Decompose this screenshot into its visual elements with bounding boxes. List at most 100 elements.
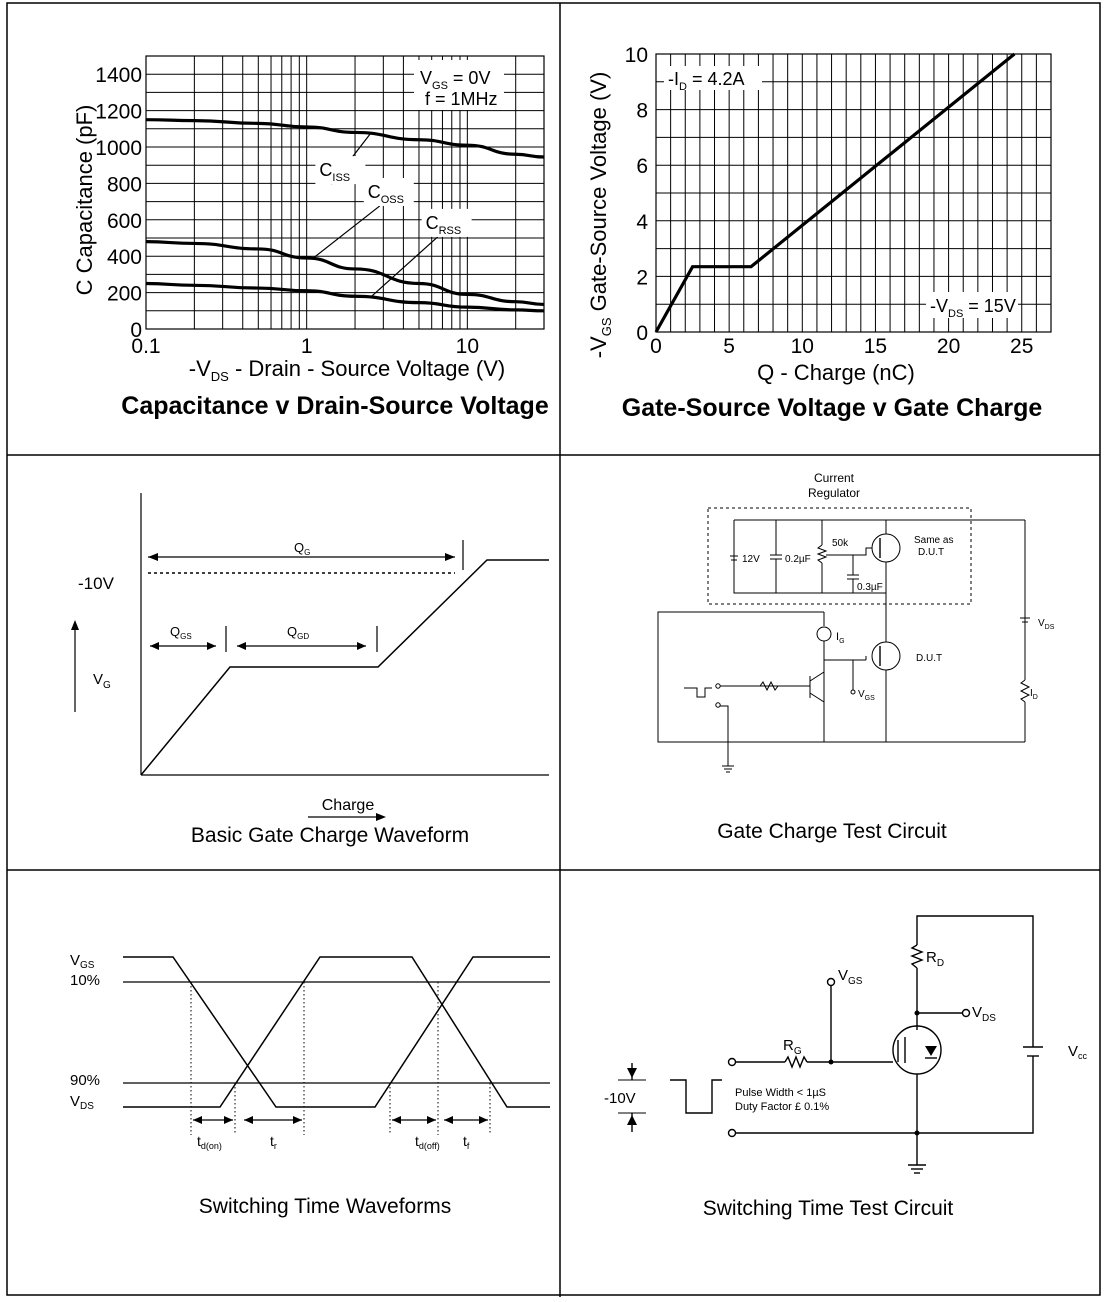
- x-tick-label: 5: [723, 335, 735, 358]
- qgs-label: QGS: [170, 624, 192, 641]
- x-tick-label: 0: [650, 335, 662, 358]
- capacitance-series-labels: VGS = 0Vf = 1MHz CISS COSS CRSS: [312, 60, 504, 298]
- vgs-probe-label: VGS: [858, 689, 875, 702]
- rg-label: RG: [783, 1037, 802, 1057]
- switching-time-test-circuit: Vcc RD VDS RG VGS Pulse Width < 1µS Duty…: [604, 915, 1088, 1220]
- x-tick-label: 20: [937, 335, 960, 358]
- gate-charge-y-axis-label: -VGS Gate-Source Voltage (V): [586, 72, 614, 359]
- y-tick-label: 200: [107, 283, 142, 306]
- series-label-bg: [421, 208, 472, 237]
- switching-wave-title: Switching Time Waveforms: [199, 1195, 451, 1218]
- series-label-oss: COSS: [368, 182, 404, 206]
- vcc-label: Vcc: [1068, 1043, 1088, 1061]
- vds-out-label: VDS: [972, 1004, 996, 1024]
- y-tick-label: 6: [636, 155, 648, 178]
- y-tick-label: 0: [130, 319, 142, 342]
- waveform-level-label: -10V: [78, 574, 115, 593]
- y-tick-label: 1000: [95, 137, 142, 160]
- switching-time-waveforms: VGS 10% 90% VDS td(on) tr td(off) tf Swi…: [70, 952, 550, 1218]
- battery-12v-label: 12V: [742, 554, 760, 565]
- condition-frequency: f = 1MHz: [425, 89, 498, 109]
- tr-label: tr: [270, 1133, 277, 1151]
- y-tick-label: 1200: [95, 101, 142, 124]
- regulator-label-line1: Current: [814, 471, 855, 485]
- switching-circuit-title: Switching Time Test Circuit: [703, 1197, 954, 1220]
- x-tick-label: 10: [456, 335, 479, 358]
- gate-charge-line: [654, 52, 1016, 333]
- pulse-width-label: Pulse Width < 1µS: [735, 1087, 826, 1099]
- capacitor-03uf-label: 0.3µF: [857, 582, 883, 593]
- sw-90pct-label: 90%: [70, 1072, 100, 1089]
- series-line-oss: [145, 240, 545, 307]
- qgd-label: QGD: [287, 624, 309, 641]
- capacitance-tick-labels: 0 200 400 600 800 1000 1200 1400 0.1 1 10: [95, 64, 479, 358]
- condition-vgs: VGS = 0V: [420, 68, 490, 92]
- leader-line: [312, 205, 381, 259]
- x-tick-label: 25: [1010, 335, 1033, 358]
- annotation-id: -ID = 4.2A: [668, 69, 745, 93]
- annotation-vds: -VDS = 15V: [930, 296, 1016, 320]
- y-tick-label: 400: [107, 246, 142, 269]
- capacitance-chart-title: Capacitance v Drain-Source Voltage: [121, 392, 549, 420]
- waveform-title: Basic Gate Charge Waveform: [191, 824, 469, 847]
- series-label-bg: [363, 177, 414, 206]
- y-tick-label: 600: [107, 210, 142, 233]
- capacitor-02uf-label: 0.2µF: [785, 554, 811, 565]
- regulator-label-line2: Regulator: [808, 486, 860, 500]
- y-tick-label: 10: [625, 44, 648, 67]
- gate-charge-annotations: -ID = 4.2A -VDS = 15V: [664, 66, 1018, 320]
- x-tick-label: 1: [301, 335, 313, 358]
- panel-borders: [6, 2, 1101, 1297]
- gate-charge-tick-labels: 0 2 4 6 8 10 0 5 10 15 20 25: [625, 44, 1034, 358]
- capacitance-series: [145, 118, 545, 313]
- duty-factor-label: Duty Factor £ 0.1%: [735, 1101, 829, 1113]
- resistor-50k-label: 50k: [832, 538, 849, 549]
- qg-label: QG: [294, 540, 310, 557]
- capacitance-chart: 0 200 400 600 800 1000 1200 1400 0.1 1 10 VGS = 0V…: [72, 55, 549, 420]
- vds-supply-label: VDS: [1038, 618, 1055, 631]
- sw-vds-label: VDS: [70, 1093, 94, 1112]
- x-tick-label: 15: [864, 335, 887, 358]
- dut-label: D.U.T: [916, 653, 942, 664]
- series-line-rss: [145, 281, 545, 313]
- gate-charge-x-axis-label: Q - Charge (nC): [757, 360, 915, 385]
- ig-label: IG: [836, 631, 845, 645]
- plot-frame: [145, 55, 545, 330]
- y-tick-label: 800: [107, 173, 142, 196]
- series-label-iss: CISS: [319, 160, 350, 184]
- id-label: ID: [1030, 688, 1038, 701]
- series-label-bg: [315, 156, 366, 185]
- gate-charge-series: [654, 52, 1016, 333]
- sw-10pct-label: 10%: [70, 972, 100, 989]
- plot-frame: [655, 53, 1052, 333]
- same-as-dut-label-line2: D.U.T: [918, 547, 944, 558]
- annotation-bg: [664, 66, 762, 90]
- gate-charge-chart-title: Gate-Source Voltage v Gate Charge: [622, 394, 1043, 422]
- x-tick-label: 10: [791, 335, 814, 358]
- y-tick-label: 4: [636, 211, 648, 234]
- tdoff-label: td(off): [415, 1133, 440, 1151]
- gate-circuit-title: Gate Charge Test Circuit: [717, 820, 947, 843]
- y-tick-label: 0: [636, 322, 648, 345]
- switching-level-label: -10V: [604, 1090, 636, 1107]
- y-tick-label: 1400: [95, 64, 142, 87]
- tdon-label: td(on): [197, 1133, 222, 1151]
- annotation-bg: [926, 292, 1018, 318]
- gate-charge-grid: [655, 53, 1052, 333]
- y-tick-label: 8: [636, 100, 648, 123]
- gate-charge-chart: 0 2 4 6 8 10 0 5 10 15 20 25 -ID = 4.2A -VDS = 15V -…: [586, 44, 1052, 422]
- x-tick-label: 0.1: [131, 335, 160, 358]
- gate-charge-waveform: -10V QG QGS QGD VG Charge Basic Gate Cha…: [71, 493, 549, 847]
- waveform-charge-label: Charge: [322, 797, 375, 814]
- leader-line: [370, 236, 439, 298]
- same-as-dut-label-line1: Same as: [914, 535, 953, 546]
- sw-vgs-label: VGS: [70, 952, 95, 971]
- capacitance-y-axis-label: C Capacitance (pF): [72, 105, 97, 296]
- rd-label: RD: [926, 949, 944, 969]
- conditions-box: [414, 60, 504, 110]
- vg-label: VG: [93, 671, 111, 691]
- gate-charge-test-circuit: Current Regulator 12V 0.2µF 50k 0.3µF Sa…: [657, 471, 1055, 843]
- capacitance-x-axis-label: -VDS - Drain - Source Voltage (V): [189, 356, 505, 384]
